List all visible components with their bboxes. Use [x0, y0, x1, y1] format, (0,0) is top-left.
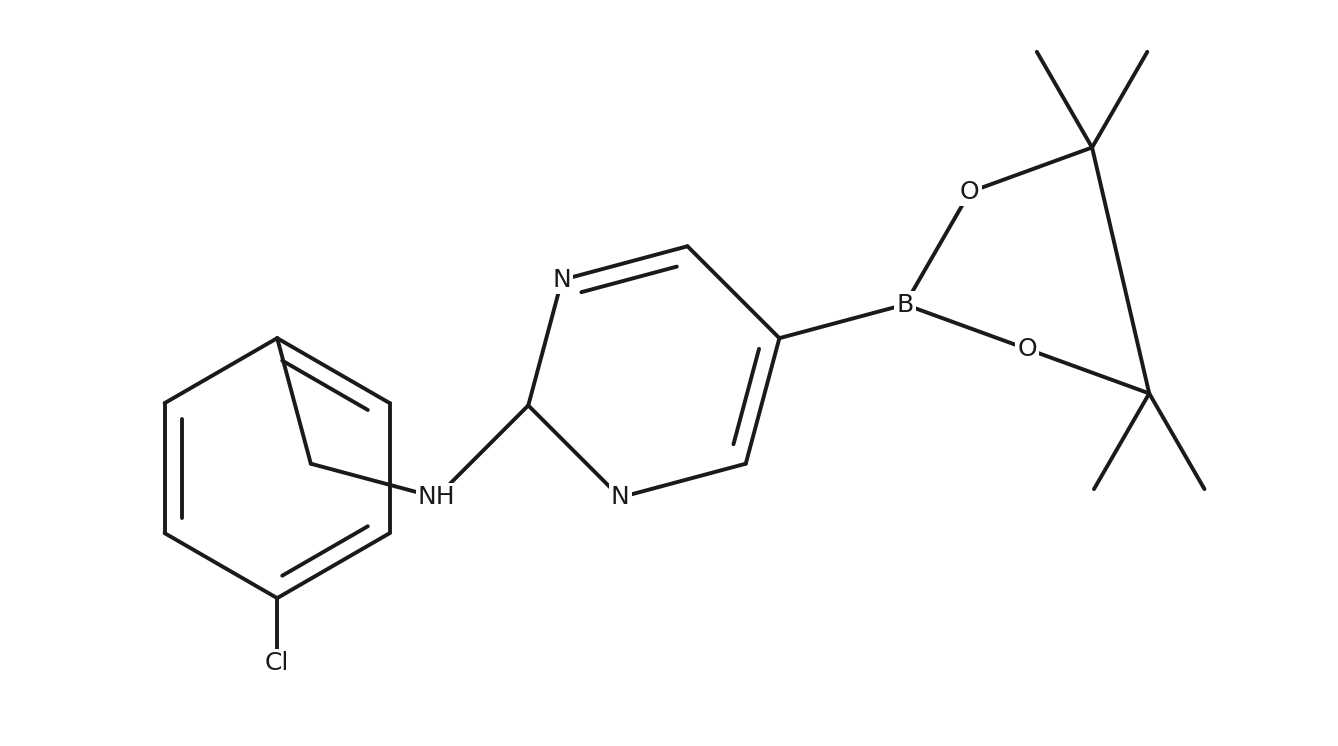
Text: NH: NH	[417, 486, 455, 510]
Text: O: O	[961, 180, 979, 204]
Text: Cl: Cl	[265, 651, 289, 675]
Text: B: B	[896, 292, 914, 316]
Text: O: O	[1017, 337, 1037, 361]
Text: N: N	[611, 486, 630, 510]
Text: N: N	[553, 268, 571, 292]
